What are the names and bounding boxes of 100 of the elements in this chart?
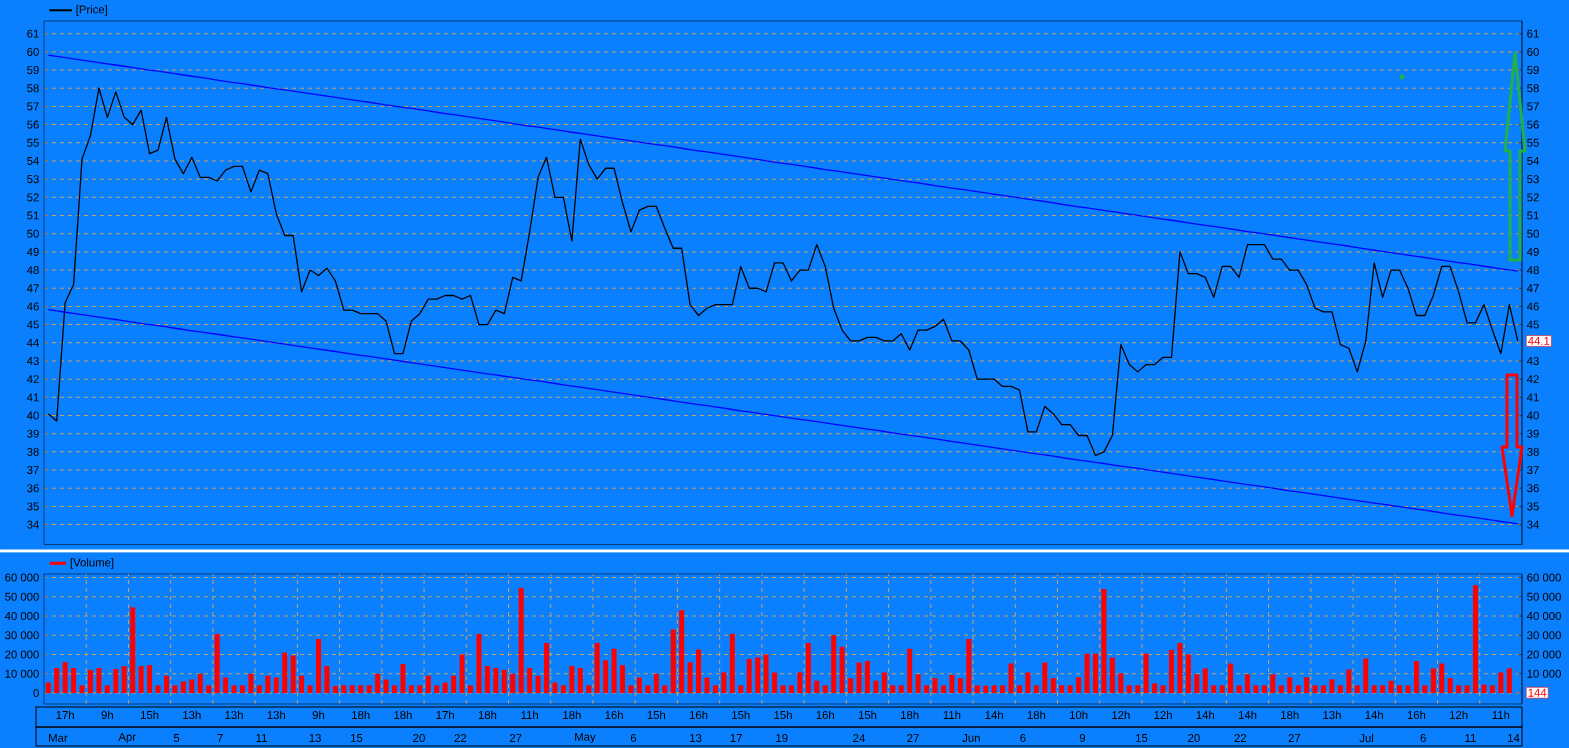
bar — [1169, 649, 1174, 694]
bar — [653, 673, 659, 694]
bar — [358, 685, 364, 694]
bar — [1202, 668, 1208, 694]
bar — [383, 679, 389, 694]
bar — [434, 685, 440, 694]
y2-tick-label: 45 — [1526, 320, 1539, 329]
bar — [949, 674, 955, 694]
bar — [1380, 685, 1386, 694]
bar — [957, 678, 963, 694]
bar — [1177, 642, 1183, 694]
bar — [763, 654, 769, 694]
y2-tick-label: 10 000 — [1527, 669, 1561, 678]
y2-tick-label: 48 — [1526, 266, 1539, 275]
text: 15 — [351, 734, 363, 742]
x-tick-label: 12h — [1450, 710, 1468, 719]
bar — [687, 662, 693, 694]
bar — [265, 675, 271, 694]
y2-tick-label: 58 — [1527, 84, 1539, 93]
y-tick-label: 40 000 — [4, 611, 39, 620]
bar — [552, 682, 558, 694]
bar — [392, 685, 398, 694]
x-tick-label: 14h — [1196, 710, 1214, 719]
y-tick-label: 35 — [27, 502, 39, 511]
bar — [915, 674, 921, 694]
y-tick-label: 60 — [27, 47, 39, 56]
y-tick-label: 37 — [27, 466, 39, 475]
text: 6 — [630, 733, 637, 742]
text: 17 — [730, 734, 742, 742]
text: 27 — [907, 734, 919, 742]
bar — [932, 678, 938, 694]
bar — [1388, 680, 1394, 694]
y-tick-label: 58 — [27, 84, 39, 93]
bar — [856, 662, 862, 694]
text: 22 — [1234, 734, 1247, 742]
y-tick-label: 0 — [33, 689, 39, 698]
bar — [721, 672, 727, 694]
x-tick-label: 9h — [101, 710, 113, 720]
text: 11 — [256, 734, 267, 742]
bar — [1050, 678, 1056, 694]
y-tick-label: 43 — [26, 356, 39, 365]
bar — [1253, 685, 1259, 694]
text: 9 — [1079, 733, 1086, 742]
bar — [729, 633, 735, 694]
x-tick-label: 13h — [1323, 710, 1341, 720]
y-tick-label: 10 000 — [5, 669, 39, 678]
legend-label: [Price] — [76, 5, 108, 16]
bar — [1337, 685, 1343, 694]
bar — [1092, 653, 1098, 694]
bar — [1405, 685, 1411, 694]
bar — [881, 672, 887, 694]
y2-tick-label: 57 — [1527, 102, 1539, 111]
bar — [113, 668, 119, 694]
bar — [1422, 685, 1428, 694]
bar — [1194, 674, 1200, 694]
bar — [898, 685, 904, 694]
bar — [1152, 683, 1158, 694]
bar — [1354, 685, 1360, 694]
y2-tick-label: 30 000 — [1527, 631, 1561, 640]
y2-tick-label: 49 — [1526, 247, 1539, 256]
bar — [197, 673, 203, 694]
y2-tick-label: 56 — [1527, 120, 1539, 129]
text: 14 — [1508, 734, 1520, 742]
bar — [163, 675, 169, 694]
y2-tick-label: 35 — [1527, 502, 1539, 511]
bar — [1160, 685, 1166, 694]
legend-label: [Volume] — [70, 558, 114, 569]
bar — [780, 685, 786, 694]
bar — [273, 677, 279, 694]
bar — [425, 675, 431, 694]
y-tick-label: 40 — [26, 411, 39, 420]
y-tick-label: 20 000 — [5, 650, 39, 659]
bar — [96, 667, 102, 694]
text: 144 — [1528, 688, 1547, 697]
text: Jul — [1359, 733, 1374, 743]
bar — [79, 685, 85, 694]
y-tick-label: 61 — [27, 29, 39, 38]
bar — [594, 642, 600, 694]
bar — [1506, 668, 1512, 694]
bar — [1363, 658, 1369, 694]
bar — [983, 685, 989, 694]
y2-tick-label: 42 — [1526, 375, 1539, 384]
bar — [1278, 685, 1284, 694]
y-tick-label: 49 — [26, 247, 39, 256]
y-tick-label: 50 000 — [5, 592, 39, 601]
y2-tick-label: 34 — [1527, 520, 1539, 529]
bar — [873, 680, 879, 694]
bar — [239, 685, 245, 694]
bar — [71, 667, 77, 694]
y-tick-label: 50 — [27, 229, 39, 238]
y2-tick-label: 50 — [1527, 229, 1539, 238]
bar — [966, 639, 972, 694]
bar — [62, 662, 68, 694]
bar — [138, 666, 144, 694]
bar — [1413, 661, 1419, 694]
bar — [569, 666, 575, 694]
bar — [822, 685, 828, 694]
x-tick-label: 13h — [225, 710, 243, 720]
x-tick-label: 15h — [774, 710, 792, 720]
y2-tick-label: 20 000 — [1527, 650, 1561, 659]
